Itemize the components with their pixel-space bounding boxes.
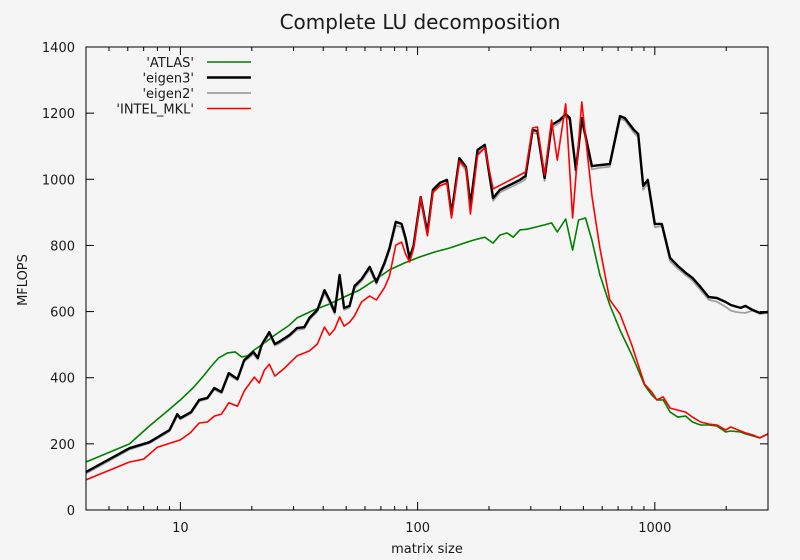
legend-label-eigen2: 'eigen2' xyxy=(142,87,194,102)
y-tick-label: 0 xyxy=(67,504,75,519)
y-tick-label: 1200 xyxy=(42,107,75,122)
x-tick-label: 100 xyxy=(405,521,430,536)
y-tick-label: 1000 xyxy=(42,173,75,188)
y-tick-label: 600 xyxy=(50,306,75,321)
ticks-layer: 0 200 400 600 800 1000 1200 1400 10 100 1000 xyxy=(42,41,769,536)
y-tick-label: 800 xyxy=(50,239,75,254)
legend-label-atlas: 'ATLAS' xyxy=(146,56,194,71)
x-axis-label: matrix size xyxy=(391,542,463,557)
y-tick-label: 1400 xyxy=(42,41,75,56)
y-axis-label: MFLOPS xyxy=(16,254,31,306)
x-tick-label: 1000 xyxy=(638,521,671,536)
y-tick-label: 200 xyxy=(50,438,75,453)
series-line-intel-mkl xyxy=(85,101,769,481)
series-line-eigen3 xyxy=(85,112,769,474)
series-line-atlas xyxy=(85,217,769,463)
series-line-eigen2 xyxy=(85,115,769,475)
y-tick-label: 400 xyxy=(50,372,75,387)
legend-label-intel-mkl: 'INTEL_MKL' xyxy=(116,103,194,118)
legend: 'ATLAS''eigen3''eigen2''INTEL_MKL' xyxy=(116,56,251,118)
series-layer xyxy=(85,101,769,481)
legend-label-eigen3: 'eigen3' xyxy=(142,72,194,87)
plot-frame xyxy=(85,46,769,511)
x-tick-label: 10 xyxy=(172,521,189,536)
chart-title: Complete LU decomposition xyxy=(280,10,561,34)
